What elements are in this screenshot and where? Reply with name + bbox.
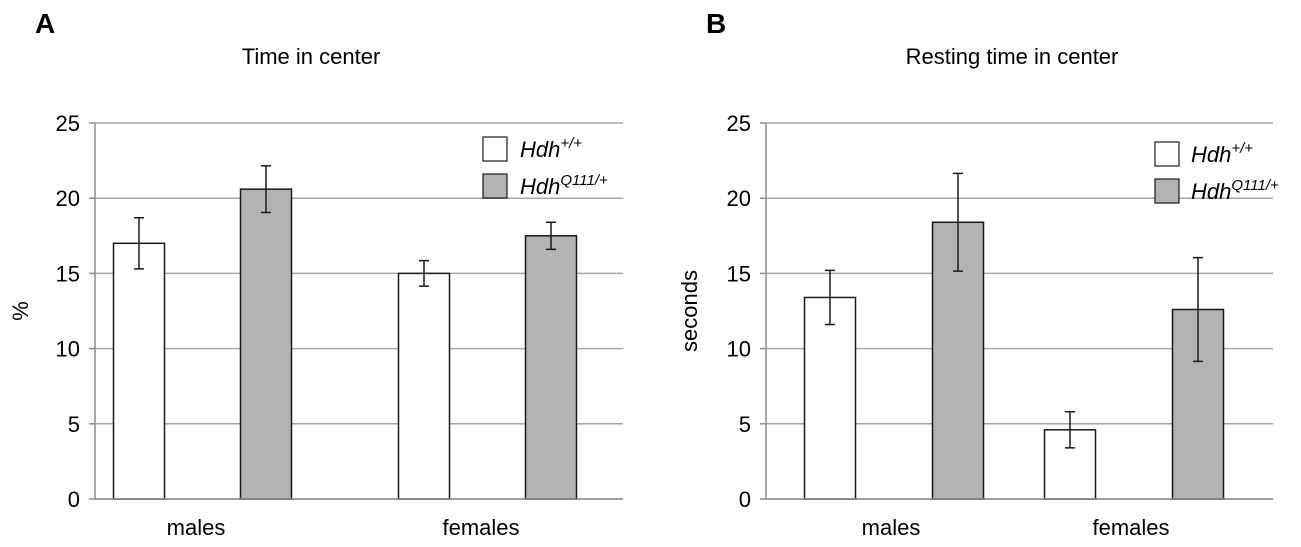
bar [803,296,857,500]
legend-label: HdhQ111/+ [520,172,608,199]
x-category-label: females [1092,515,1169,540]
legend-swatch [482,136,508,162]
x-category-label: females [442,515,519,540]
y-tick-label: 25 [56,111,80,136]
legend-label: Hdh+/+ [520,135,582,162]
legend: Hdh+/+ HdhQ111/+ [482,135,608,199]
y-axis-label: seconds [677,270,702,352]
chart-panel-a: A Time in center% 0 5 10 15 20 25 males females Hd… [8,8,623,540]
y-tick-label: 5 [68,412,80,437]
bar [239,188,293,500]
y-tick-label: 0 [739,487,751,512]
x-category-label: males [167,515,226,540]
chart-panel-b: B Resting time in center seconds 0 5 10 15 20 25… [677,8,1279,540]
y-tick-label: 25 [727,111,751,136]
y-tick-label: 10 [56,337,80,362]
chart-title: Time in center [242,44,381,69]
y-tick-label: 20 [56,186,80,211]
legend-swatch [482,173,508,199]
chart-title: Resting time in center [906,44,1119,69]
y-axis-label: % [8,301,33,321]
y-tick-label: 0 [68,487,80,512]
legend-label: HdhQ111/+ [1191,177,1279,204]
bar [397,272,451,500]
panel-label: A [35,8,55,39]
legend: Hdh+/+ HdhQ111/+ [1154,140,1279,204]
x-category-label: males [862,515,921,540]
legend-swatch [1154,178,1180,204]
y-tick-label: 15 [727,261,751,286]
panel-label: B [706,8,726,39]
legend-label: Hdh+/+ [1191,140,1253,167]
y-tick-label: 15 [56,261,80,286]
bar [1171,308,1225,500]
bar [524,235,578,500]
y-tick-label: 5 [739,412,751,437]
legend-swatch [1154,141,1180,167]
y-tick-label: 10 [727,337,751,362]
y-tick-label: 20 [727,186,751,211]
bar [112,242,166,500]
